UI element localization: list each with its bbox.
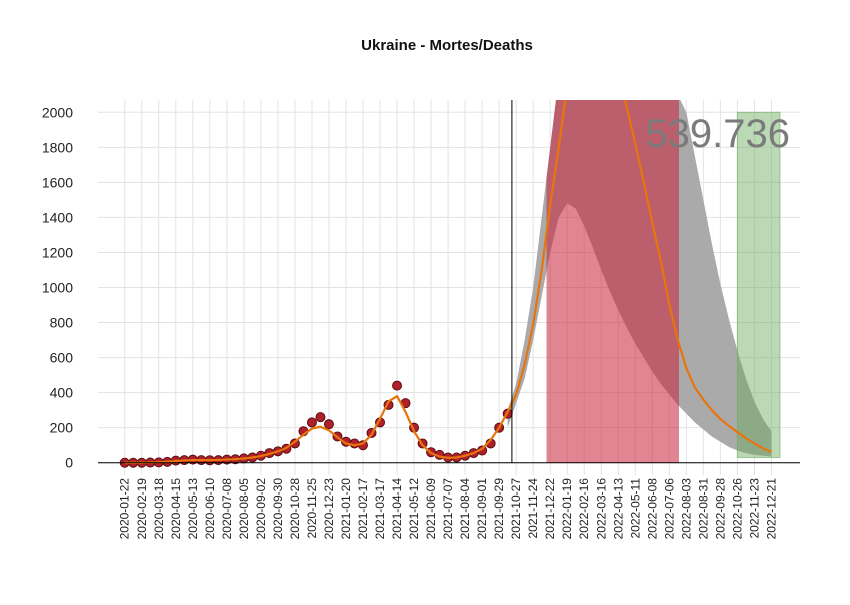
x-tick-label: 2021-06-09 [424, 478, 438, 540]
x-tick-label: 2020-03-18 [152, 478, 166, 540]
y-tick-label: 600 [50, 350, 74, 366]
y-tick-label: 1800 [42, 139, 73, 155]
x-tick-label: 2020-10-28 [288, 478, 302, 540]
x-tick-label: 2020-07-08 [220, 478, 234, 540]
x-tick-label: 2022-06-08 [645, 478, 659, 540]
y-tick-label: 1400 [42, 209, 73, 225]
x-tick-label: 2021-05-12 [407, 478, 421, 540]
y-tick-label: 1000 [42, 280, 73, 296]
x-tick-label: 2020-09-02 [254, 478, 268, 540]
x-tick-label: 2021-11-24 [526, 478, 540, 539]
x-tick-label: 2022-10-26 [730, 478, 744, 540]
x-tick-label: 2022-09-28 [713, 478, 727, 540]
y-tick-label: 400 [50, 385, 74, 401]
observed-point [392, 380, 403, 391]
x-tick-label: 2022-07-06 [662, 478, 676, 540]
x-tick-label: 2022-05-11 [628, 478, 642, 539]
fit-line [124, 100, 772, 464]
x-tick-label: 2021-09-29 [492, 478, 506, 540]
x-tick-label: 2022-12-21 [764, 478, 778, 540]
y-tick-label: 2000 [42, 104, 73, 120]
y-tick-label: 200 [50, 420, 74, 436]
chart-title: Ukraine - Mortes/Deaths [361, 37, 533, 54]
annotation: 539.736 [645, 112, 790, 156]
x-tick-label: 2021-01-20 [339, 478, 353, 540]
x-tick-label: 2020-11-25 [305, 478, 319, 539]
x-tick-label: 2021-09-01 [475, 478, 489, 540]
x-tick-label: 2022-08-03 [679, 478, 693, 540]
x-tick-label: 2021-07-07 [441, 478, 455, 540]
x-tick-label: 2021-04-14 [390, 478, 404, 540]
x-tick-label: 2020-08-05 [237, 478, 251, 540]
x-tick-label: 2022-01-19 [560, 478, 574, 540]
x-tick-label: 2021-10-27 [509, 478, 523, 540]
x-tick-label: 2022-02-16 [577, 478, 591, 540]
x-tick-label: 2020-04-15 [169, 478, 183, 540]
x-tick-label: 2022-08-31 [696, 478, 710, 540]
x-tick-label: 2022-11-23 [747, 478, 761, 539]
observed-point [306, 417, 317, 428]
observed-point [315, 412, 326, 423]
x-tick-label: 2020-09-30 [271, 478, 285, 540]
y-tick-label: 1200 [42, 244, 73, 260]
x-tick-label: 2020-02-19 [135, 478, 149, 540]
x-tick-label: 2021-12-22 [543, 478, 557, 540]
x-tick-label: 2021-03-17 [373, 478, 387, 540]
x-tick-label: 2020-05-13 [186, 478, 200, 540]
x-tick-label: 2022-03-16 [594, 478, 608, 540]
observed-point [323, 419, 334, 430]
y-tick-label: 1600 [42, 174, 73, 190]
green-window [736, 111, 781, 458]
x-tick-label: 2021-02-17 [356, 478, 370, 540]
x-tick-label: 2020-12-23 [322, 478, 336, 540]
plot-area [119, 100, 781, 468]
y-tick-label: 800 [50, 315, 74, 331]
x-tick-label: 2020-06-10 [203, 478, 217, 540]
x-tick-label: 2022-04-13 [611, 478, 625, 540]
y-tick-label: 0 [65, 455, 73, 471]
x-tick-label: 2021-08-04 [458, 478, 472, 540]
x-tick-label: 2020-01-22 [118, 478, 132, 540]
